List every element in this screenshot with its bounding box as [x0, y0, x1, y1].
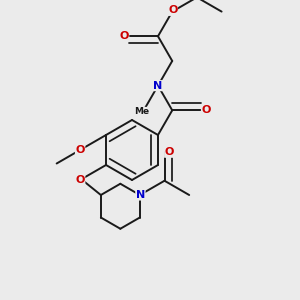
Text: N: N: [153, 81, 163, 91]
Text: O: O: [201, 105, 211, 115]
Text: Me: Me: [134, 107, 149, 116]
Text: O: O: [76, 176, 85, 185]
Text: O: O: [76, 146, 85, 155]
Text: O: O: [119, 31, 129, 41]
Text: O: O: [168, 5, 178, 15]
Text: N: N: [136, 190, 145, 200]
Text: O: O: [165, 147, 174, 157]
